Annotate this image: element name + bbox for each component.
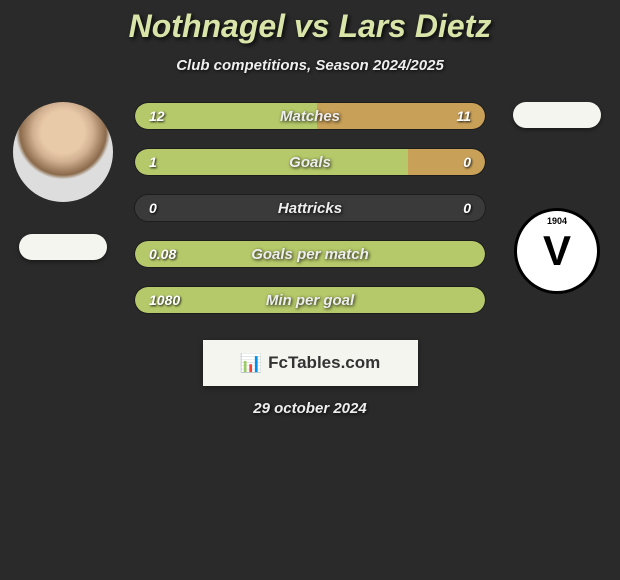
stat-value-right: 11	[456, 108, 471, 124]
main-row: 12Matches111Goals00Hattricks00.08Goals p…	[0, 102, 620, 332]
player-photo	[13, 102, 113, 202]
left-side	[8, 102, 118, 260]
stat-label: Min per goal	[135, 292, 485, 309]
stat-label: Hattricks	[135, 200, 485, 217]
fctables-logo[interactable]: 📊 FcTables.com	[203, 340, 418, 386]
player-avatar	[13, 102, 113, 202]
stat-row: 1080Min per goal	[134, 286, 486, 314]
stat-row: 0Hattricks0	[134, 194, 486, 222]
stat-row: 0.08Goals per match	[134, 240, 486, 268]
subtitle: Club competitions, Season 2024/2025	[0, 57, 620, 74]
logo-text: FcTables.com	[268, 353, 380, 373]
stat-row: 12Matches11	[134, 102, 486, 130]
stat-label: Matches	[135, 108, 485, 125]
comparison-card: Nothnagel vs Lars Dietz Club competition…	[0, 0, 620, 580]
club-badge: 1904 V	[514, 208, 600, 294]
stats-column: 12Matches111Goals00Hattricks00.08Goals p…	[118, 102, 502, 332]
stat-value-right: 0	[463, 154, 471, 170]
stat-label: Goals	[135, 154, 485, 171]
date-label: 29 october 2024	[0, 400, 620, 417]
stat-row: 1Goals0	[134, 148, 486, 176]
club-year: 1904	[547, 216, 567, 226]
left-club-pill	[19, 234, 107, 260]
stat-label: Goals per match	[135, 246, 485, 263]
club-v-icon: V	[543, 230, 571, 272]
chart-icon: 📊	[240, 353, 262, 374]
right-club-pill	[513, 102, 601, 128]
stat-value-right: 0	[463, 200, 471, 216]
page-title: Nothnagel vs Lars Dietz	[0, 8, 620, 45]
right-side: 1904 V	[502, 102, 612, 294]
